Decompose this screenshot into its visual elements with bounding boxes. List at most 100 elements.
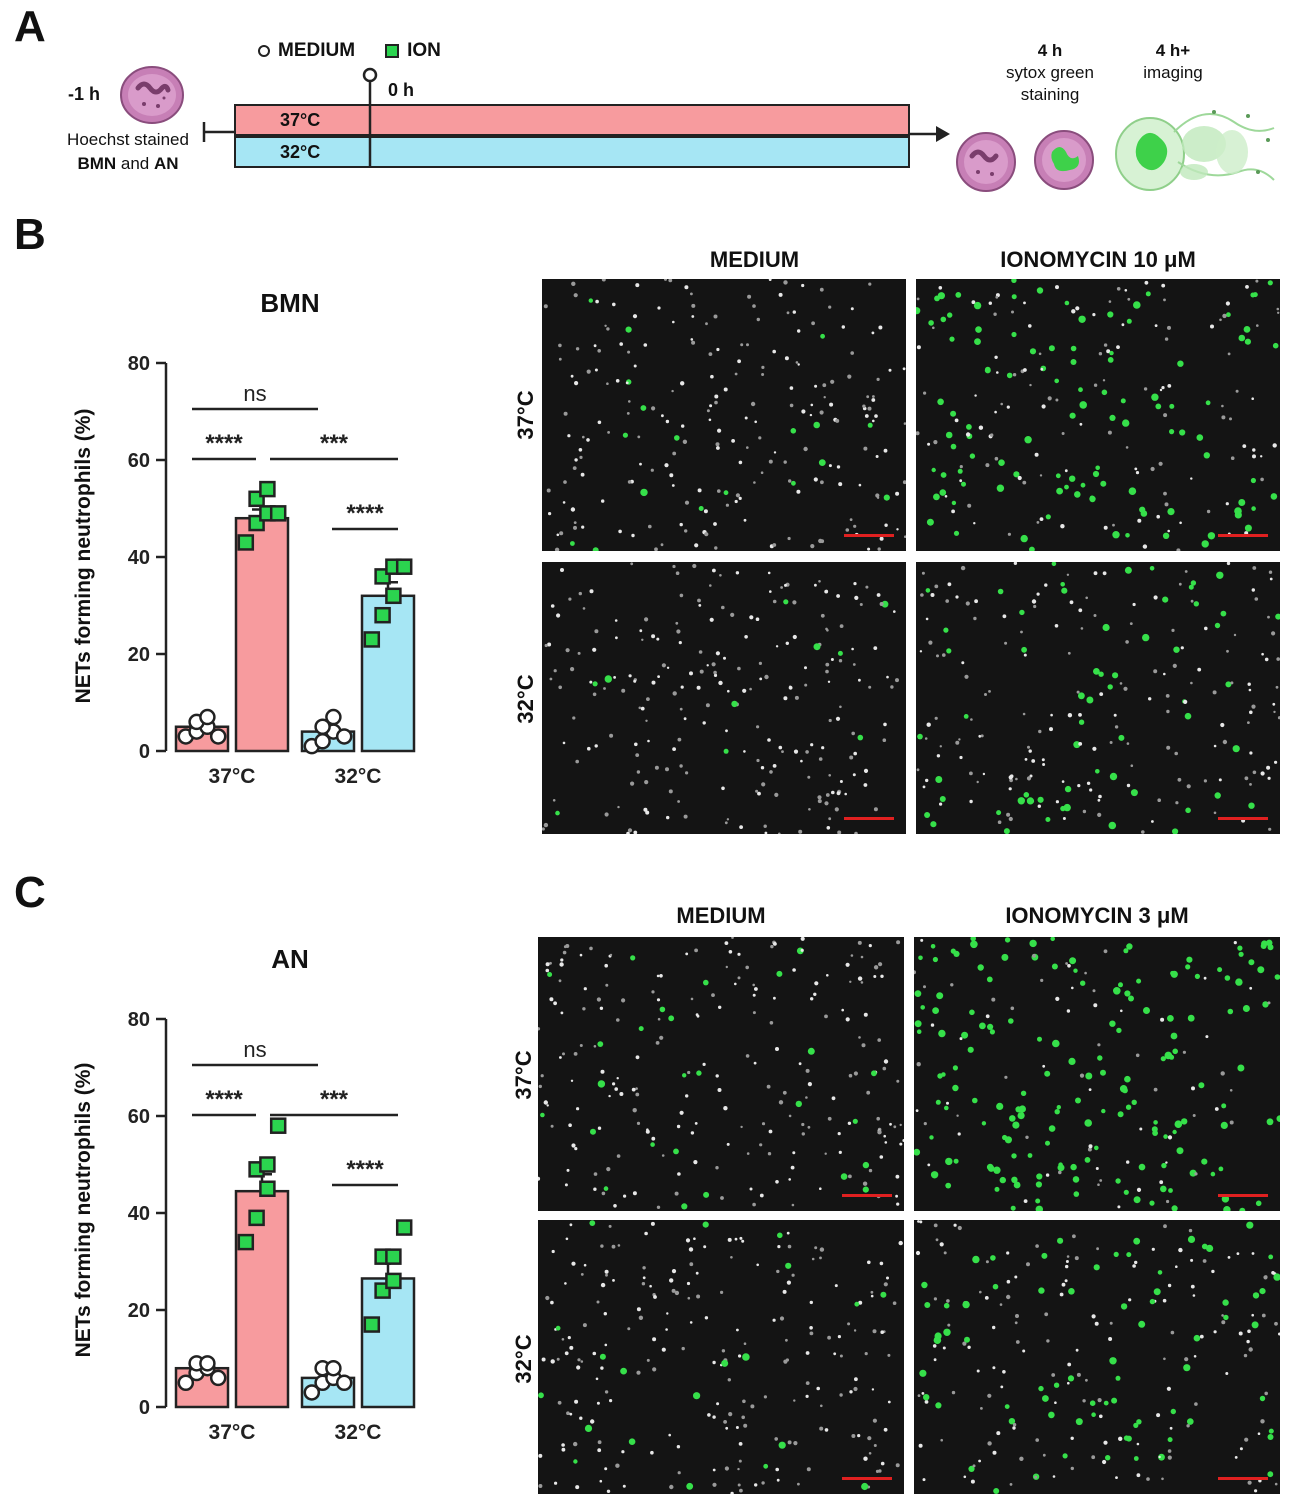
hoechst-cell [914, 970, 916, 975]
hoechst-cell [1182, 1050, 1186, 1054]
sytox-positive-cell [702, 1221, 709, 1228]
hoechst-cell [1197, 667, 1202, 672]
hoechst-cell [1028, 324, 1032, 328]
hoechst-cell [651, 1136, 656, 1141]
hoechst-cell [839, 705, 842, 709]
sytox-positive-cell [1252, 292, 1258, 298]
hoechst-cell [632, 1191, 637, 1196]
hoechst-cell [754, 987, 758, 991]
hoechst-cell [659, 974, 663, 978]
sytox-positive-cell [1218, 1166, 1224, 1172]
hoechst-cell [782, 1289, 787, 1294]
hoechst-cell [1031, 599, 1037, 604]
hoechst-cell [778, 1100, 784, 1105]
sytox-positive-cell [986, 1163, 994, 1171]
hoechst-cell [1092, 989, 1096, 993]
hoechst-cell [785, 641, 789, 645]
hoechst-cell [656, 637, 660, 641]
hoechst-cell [1156, 1413, 1161, 1418]
sytox-positive-cell [1108, 821, 1117, 830]
sytox-positive-cell [1045, 514, 1051, 520]
hoechst-cell [668, 279, 673, 283]
bmn-sig-label: ns [243, 381, 266, 406]
hoechst-cell [1017, 475, 1022, 481]
hoechst-cell [565, 944, 570, 948]
sytox-positive-cell [1095, 465, 1100, 471]
hoechst-cell [958, 738, 961, 741]
sytox-positive-cell [990, 1255, 996, 1261]
hoechst-cell [872, 1329, 877, 1334]
sytox-positive-cell [1054, 378, 1059, 384]
sytox-positive-cell [1170, 970, 1178, 978]
hoechst-cell [715, 1166, 719, 1170]
hoechst-cell [888, 368, 892, 372]
hoechst-cell [1115, 1476, 1118, 1479]
hoechst-cell [730, 612, 735, 617]
hoechst-cell [743, 1423, 748, 1428]
hoechst-cell [870, 1294, 874, 1298]
hoechst-cell [648, 524, 652, 529]
hoechst-cell [672, 320, 675, 324]
sytox-positive-cell [1126, 318, 1132, 324]
hoechst-cell [611, 1244, 616, 1249]
hoechst-cell [951, 1390, 956, 1395]
hoechst-cell [612, 302, 616, 307]
hoechst-cell [1132, 1264, 1136, 1268]
sytox-positive-cell [1036, 287, 1044, 294]
hoechst-cell [1093, 614, 1097, 617]
hoechst-cell [571, 1143, 576, 1148]
hoechst-cell [990, 433, 994, 437]
hoechst-cell [714, 546, 718, 550]
hoechst-cell [1092, 313, 1096, 317]
sytox-positive-cell [930, 944, 936, 949]
hoechst-cell [755, 617, 760, 621]
hoechst-cell [800, 759, 803, 763]
hoechst-cell [808, 808, 811, 811]
hoechst-cell [641, 1282, 646, 1286]
an-point-ion [395, 1219, 413, 1236]
hoechst-cell [731, 439, 735, 443]
hoechst-cell [1166, 745, 1171, 750]
sytox-positive-cell [592, 547, 599, 551]
hoechst-cell [1067, 964, 1071, 968]
hoechst-cell [896, 1079, 900, 1083]
sytox-positive-cell [682, 1073, 687, 1078]
hoechst-cell [1047, 396, 1052, 401]
hoechst-cell [896, 1202, 900, 1206]
hoechst-cell [760, 471, 764, 474]
hoechst-cell [1004, 1075, 1008, 1079]
hoechst-cell [625, 381, 629, 385]
hoechst-cell [917, 1394, 921, 1397]
hoechst-cell [1171, 628, 1175, 632]
hoechst-cell [928, 640, 933, 645]
hoechst-cell [1190, 1258, 1194, 1262]
hoechst-cell [627, 1327, 631, 1331]
hoechst-cell [574, 458, 578, 462]
hoechst-cell [848, 1174, 852, 1179]
hoechst-cell [1061, 432, 1065, 435]
hoechst-cell [987, 1441, 992, 1446]
sytox-positive-cell [1113, 987, 1121, 995]
hoechst-cell [608, 1224, 612, 1228]
hoechst-cell [556, 613, 561, 618]
hoechst-cell [647, 739, 650, 743]
hoechst-cell [830, 379, 835, 384]
hoechst-cell [1234, 1456, 1238, 1459]
sytox-positive-cell [1186, 956, 1193, 963]
sytox-positive-cell [538, 1392, 544, 1399]
hoechst-cell [797, 329, 801, 333]
hoechst-cell [566, 1411, 570, 1415]
sytox-positive-cell [1193, 1334, 1201, 1342]
hoechst-cell [951, 509, 955, 514]
hoechst-cell [957, 1225, 962, 1231]
hoechst-cell [934, 584, 939, 589]
hoechst-cell [859, 603, 863, 606]
hoechst-cell [994, 456, 999, 461]
hoechst-cell [775, 1467, 779, 1472]
hoechst-cell [872, 1418, 877, 1423]
hoechst-cell [571, 281, 576, 286]
hoechst-cell [863, 783, 868, 787]
hoechst-cell [1032, 953, 1036, 958]
hoechst-cell [672, 691, 677, 696]
hoechst-cell [927, 442, 931, 446]
